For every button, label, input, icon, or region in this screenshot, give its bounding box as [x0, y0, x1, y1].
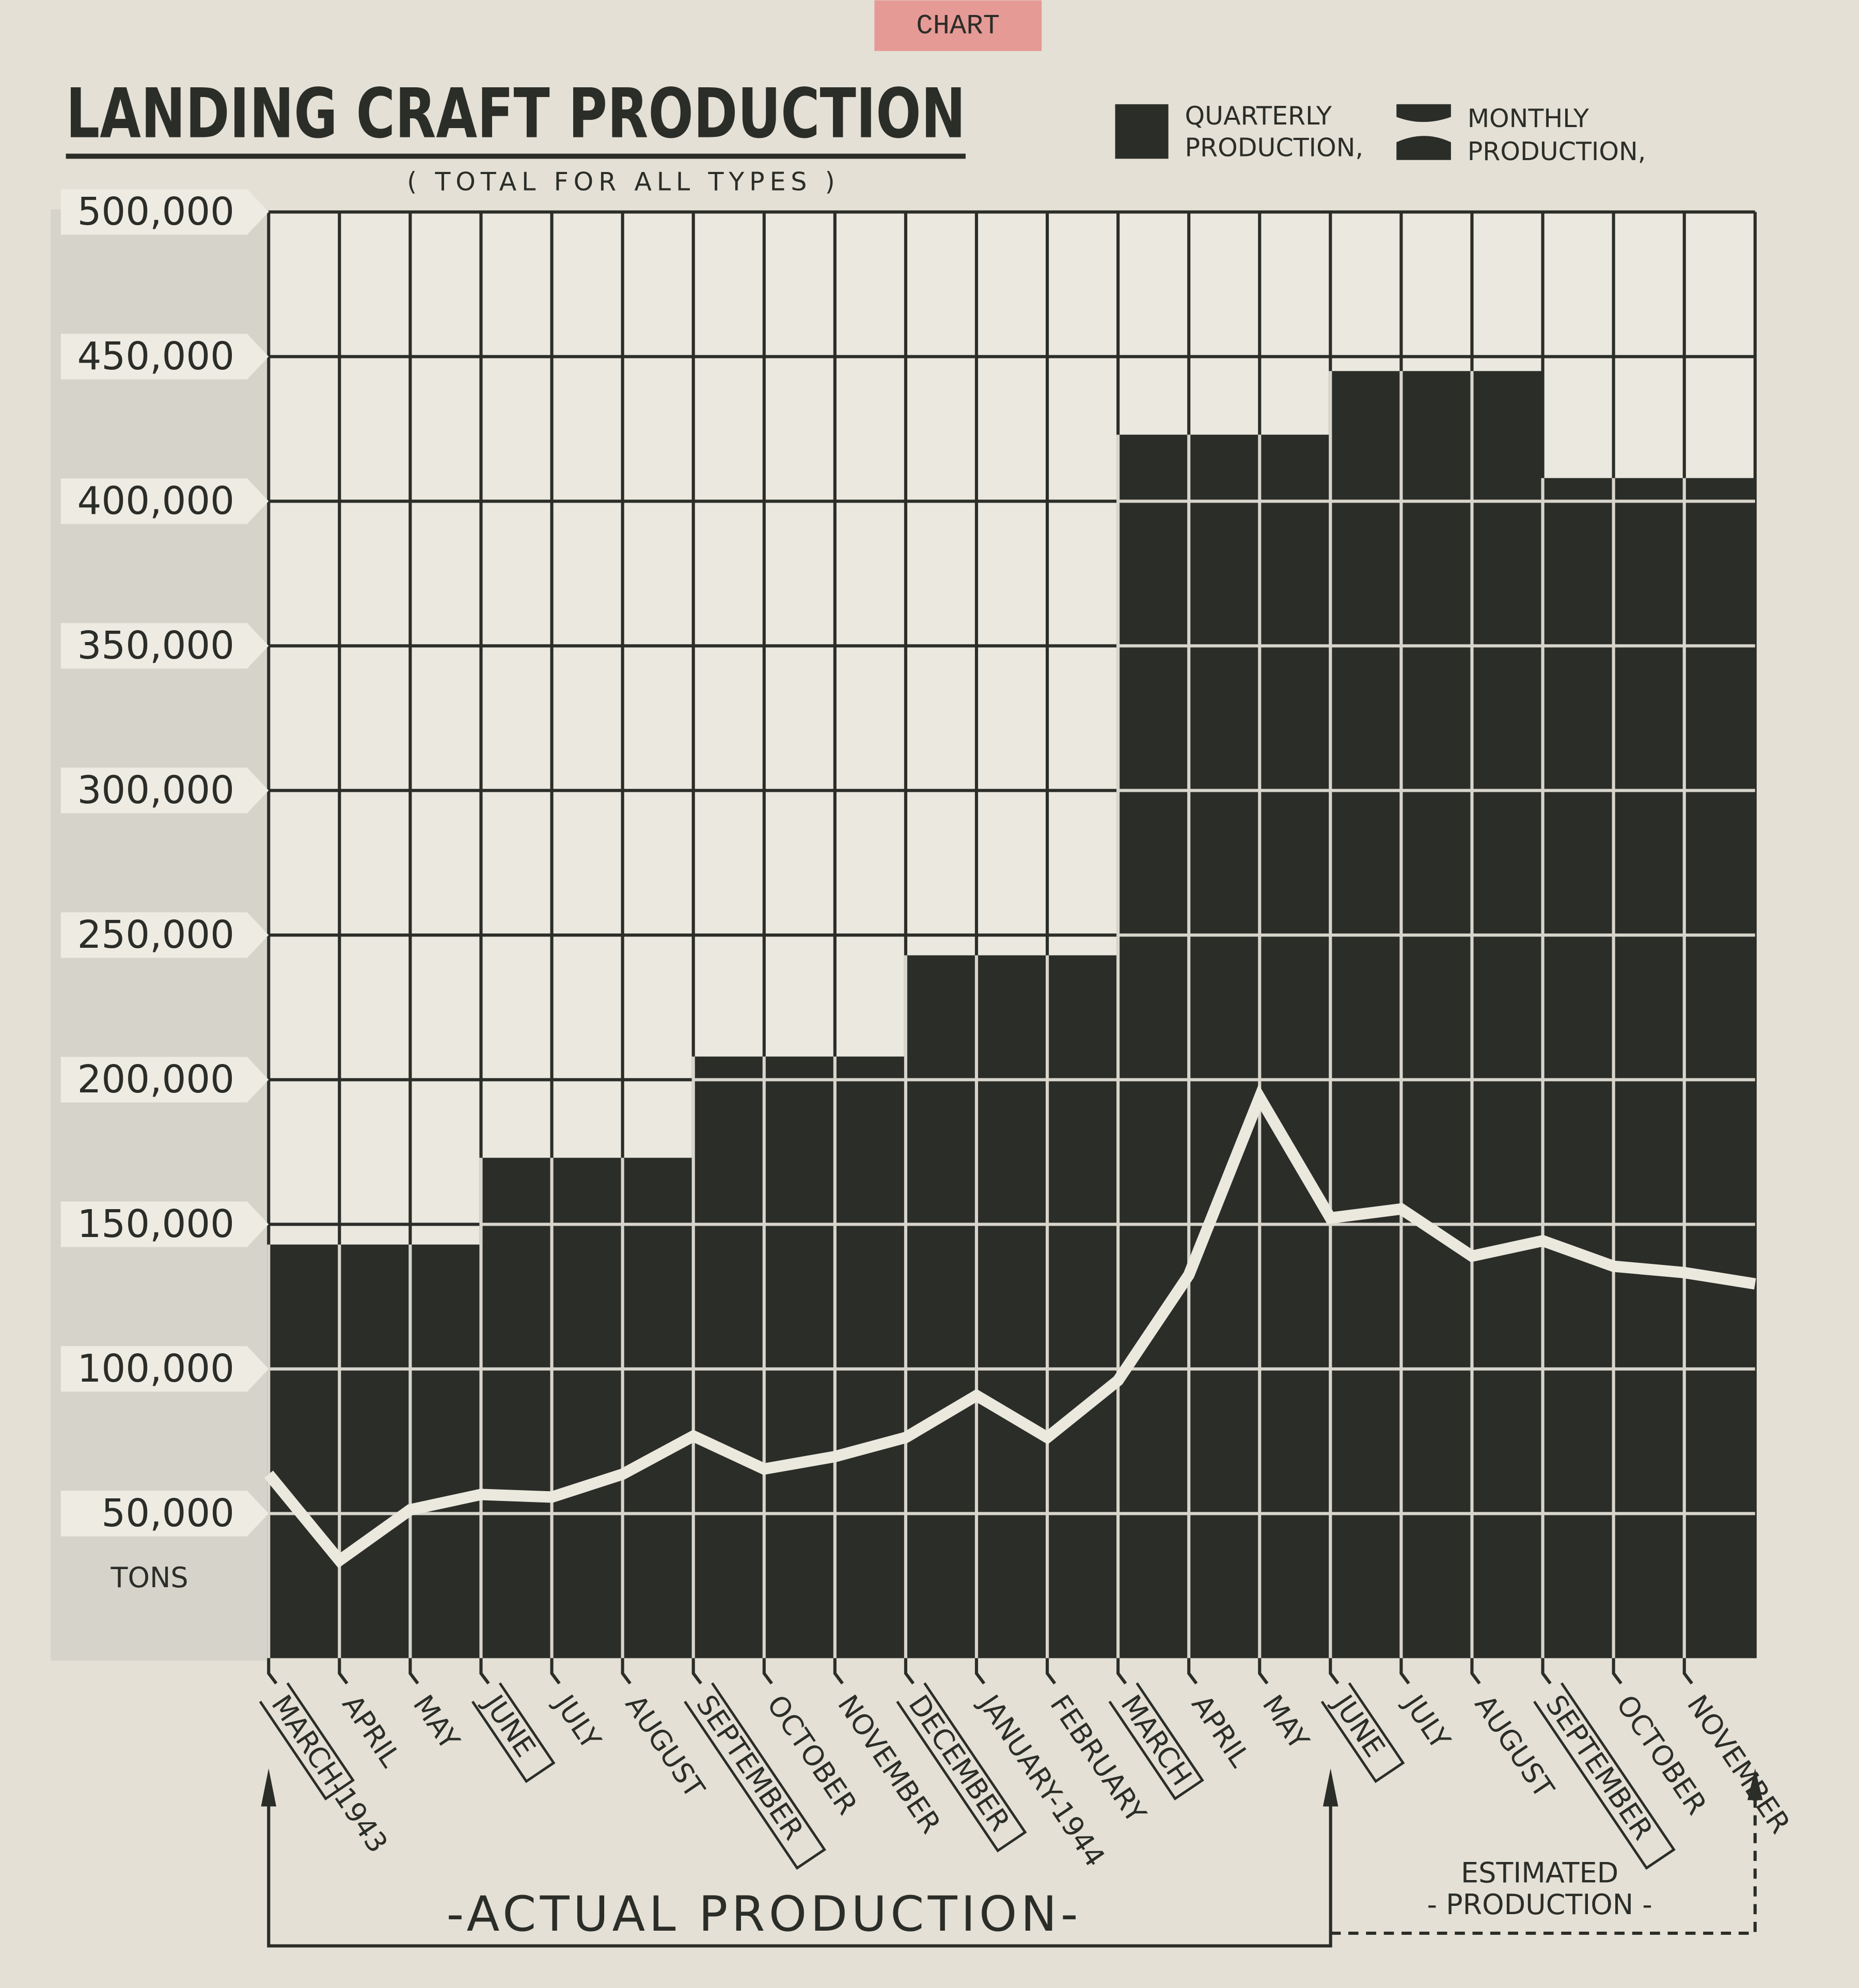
actual-bracket [267, 1793, 1332, 1948]
x-tick [479, 1658, 490, 1685]
y-tick-label: 250,000 [77, 913, 234, 957]
bar [1117, 434, 1190, 1658]
bar [551, 1157, 623, 1658]
x-tick-box [259, 1682, 355, 1801]
y-tick-label: 500,000 [77, 190, 234, 234]
y-tick-tag [60, 1201, 269, 1247]
plot-area: 50,000 100,000 150,000 200,000 250,000 300,00… [60, 189, 1797, 1873]
stamp: CHART [916, 10, 1000, 42]
bar [905, 955, 978, 1658]
x-tick [621, 1658, 632, 1685]
x-tick-box [1533, 1682, 1676, 1870]
x-tick [904, 1658, 915, 1685]
legend-swatch-quarterly [1115, 104, 1169, 159]
y-unit: TONS [111, 1561, 188, 1594]
y-tick-tag [60, 623, 269, 669]
legend-label: PRODUCTION, [1185, 132, 1363, 162]
bar [268, 1244, 340, 1658]
bar [409, 1244, 482, 1658]
bar [1046, 955, 1119, 1658]
y-tick-label: 100,000 [77, 1347, 234, 1391]
bar [1683, 478, 1756, 1658]
y-tick-label: 400,000 [77, 479, 234, 523]
bar [692, 1056, 765, 1658]
bar [1400, 371, 1473, 1658]
x-tick [1541, 1658, 1552, 1685]
x-tick-box [1320, 1682, 1405, 1783]
x-tick [267, 1658, 278, 1685]
bar [1471, 371, 1543, 1658]
chart-subtitle: ( TOTAL FOR ALL TYPES ) [407, 167, 840, 197]
bar [763, 1056, 836, 1658]
legend-label: QUARTERLY [1185, 101, 1332, 131]
x-tick [691, 1658, 702, 1685]
y-tick-tag [60, 768, 269, 813]
x-tick-box [1108, 1682, 1204, 1801]
bar [1542, 478, 1614, 1658]
y-tick-tag [60, 1491, 269, 1537]
legend-label: MONTHLY [1468, 103, 1589, 133]
bar [339, 1244, 411, 1658]
bar [480, 1157, 553, 1658]
y-tick-label: 150,000 [77, 1202, 234, 1246]
legend-swatch-monthly [1396, 104, 1451, 160]
estimated-label: ESTIMATED [1461, 1857, 1618, 1889]
y-tick-label: 300,000 [77, 769, 234, 812]
x-tick [1187, 1658, 1198, 1685]
x-tick [408, 1658, 419, 1685]
x-tick [1116, 1658, 1127, 1685]
actual-label: -ACTUAL PRODUCTION- [447, 1886, 1082, 1942]
x-tick [338, 1658, 349, 1685]
x-tick [762, 1658, 773, 1685]
y-tick-label: 450,000 [77, 335, 234, 379]
y-tick-tag [60, 478, 269, 524]
x-tick [1612, 1658, 1622, 1685]
x-tick-box [684, 1682, 826, 1870]
bar [834, 1056, 907, 1658]
x-tick [1399, 1658, 1410, 1685]
x-tick [1329, 1658, 1340, 1685]
bar [1330, 371, 1402, 1658]
y-tick-tag [60, 334, 269, 380]
stamp-box [874, 0, 1042, 51]
bar [622, 1157, 694, 1658]
y-tick-label: 350,000 [77, 624, 234, 668]
x-tick [1682, 1658, 1693, 1685]
bar [975, 955, 1048, 1658]
legend: QUARTERLY PRODUCTION, MONTHLY PRODUCTION… [1115, 101, 1646, 166]
x-tick [974, 1658, 986, 1685]
legend-label: PRODUCTION, [1468, 136, 1646, 166]
x-tick [1045, 1658, 1057, 1685]
y-tick-tag [60, 912, 269, 958]
estimated-label: - PRODUCTION - [1427, 1888, 1652, 1921]
estimated-bracket [1330, 1787, 1757, 1935]
brackets [267, 1787, 1757, 1948]
y-tick-tag [60, 1346, 269, 1392]
x-tick [550, 1658, 561, 1685]
chart-title: LANDING CRAFT PRODUCTION [66, 74, 966, 154]
line [264, 1084, 1756, 1569]
x-tick-box [471, 1682, 556, 1783]
bar [1613, 478, 1685, 1658]
x-tick [1258, 1658, 1269, 1685]
y-tick-label: 200,000 [77, 1058, 234, 1102]
y-tick-tag [60, 1057, 269, 1103]
x-tick [1470, 1658, 1481, 1685]
bar [1259, 434, 1331, 1658]
y-tick-tag [60, 189, 269, 235]
x-tick [833, 1658, 844, 1685]
y-tick-label: 50,000 [101, 1492, 234, 1536]
bar [1188, 434, 1261, 1658]
x-tick-box [896, 1682, 1027, 1853]
